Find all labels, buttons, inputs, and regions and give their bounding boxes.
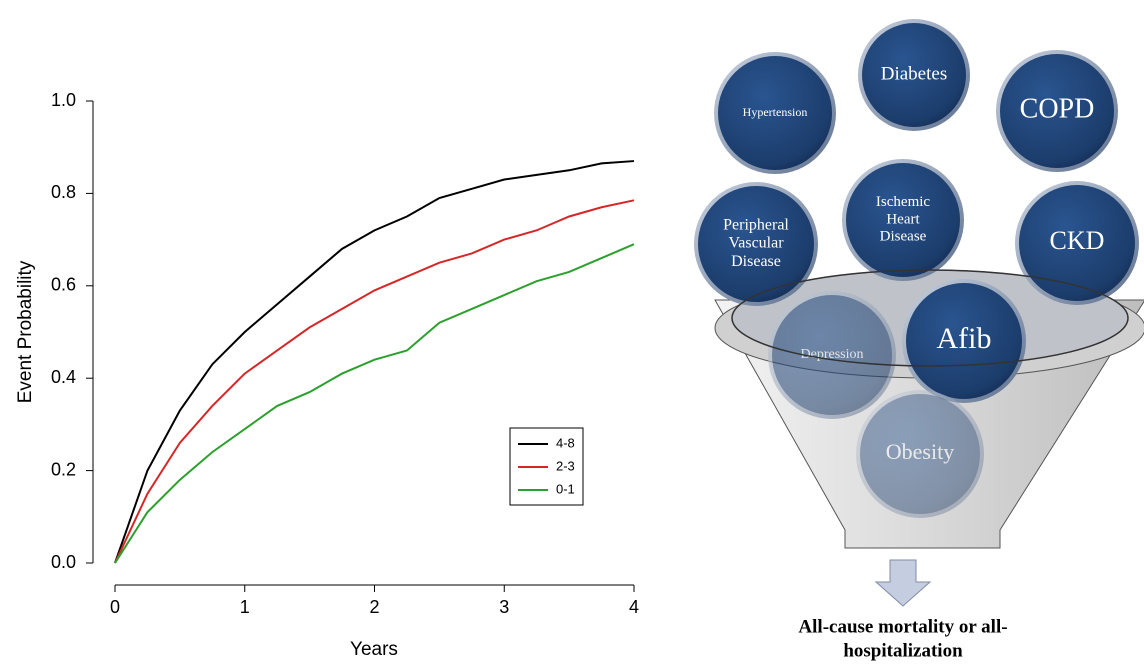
y-tick-label: 0.2: [51, 459, 76, 479]
x-tick-label: 3: [499, 597, 509, 617]
circle-node: Diabetes: [858, 19, 970, 131]
circle-label: Afib: [937, 322, 992, 355]
series-line: [115, 244, 634, 563]
legend-label: 0-1: [556, 481, 575, 496]
circle-label: Disease: [880, 229, 927, 245]
circle-label: Hypertension: [743, 105, 808, 119]
caption: hospitalization: [843, 640, 963, 661]
y-axis-label: Event Probability: [15, 260, 36, 403]
arrow: [876, 560, 930, 606]
y-tick-label: 1.0: [51, 90, 76, 110]
circle-node: Hypertension: [714, 52, 836, 174]
legend-label: 2-3: [556, 458, 575, 473]
circle-label: Heart: [886, 211, 920, 227]
x-tick-label: 1: [240, 597, 250, 617]
x-tick-label: 0: [110, 597, 120, 617]
y-tick-label: 0.8: [51, 182, 76, 202]
circle-label: Disease: [731, 253, 781, 270]
circle-label: Obesity: [886, 439, 954, 464]
y-tick-label: 0.6: [51, 275, 76, 295]
series-line: [115, 200, 634, 563]
circle-node: Depression: [768, 291, 896, 419]
legend-label: 4-8: [556, 435, 575, 450]
circle-label: CKD: [1050, 226, 1105, 255]
x-axis-label: Years: [350, 639, 398, 660]
circle-label: Diabetes: [881, 63, 947, 84]
circle-node: COPD: [996, 50, 1118, 172]
circle-label: Vascular: [728, 235, 784, 252]
x-tick-label: 2: [369, 597, 379, 617]
circle-label: Peripheral: [723, 216, 789, 233]
circle-node: Obesity: [856, 390, 984, 518]
x-tick-label: 4: [629, 597, 639, 617]
y-tick-label: 0.0: [51, 552, 76, 572]
circle-node: Afib: [902, 279, 1026, 403]
y-tick-label: 0.4: [51, 367, 76, 387]
caption: All-cause mortality or all-: [798, 616, 1007, 637]
circle-label: COPD: [1020, 93, 1095, 124]
page: Event Probability Years Hypertension Diab…: [0, 0, 1144, 667]
circles: Hypertension Diabetes COPD Peripheral Vascul…: [694, 19, 1139, 518]
circle-label: Ischemic: [876, 194, 930, 210]
